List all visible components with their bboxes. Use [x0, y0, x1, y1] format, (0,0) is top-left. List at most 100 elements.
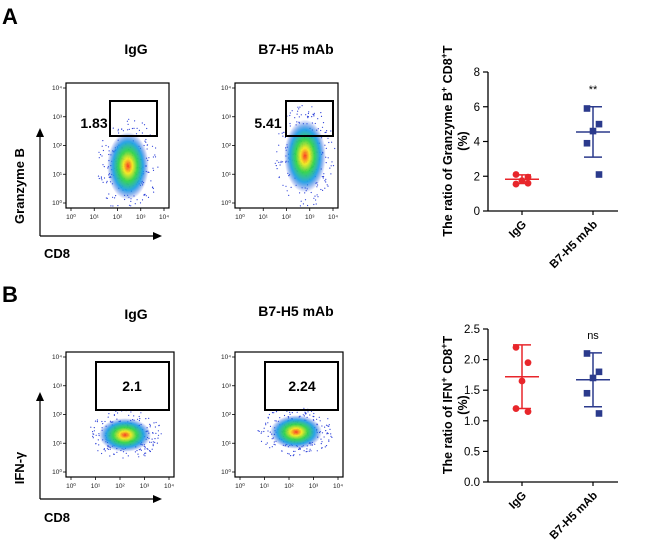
x-tick-label: 10⁰: [66, 482, 76, 490]
flow-plot-a-b7h5: B7-H5 mAb 5.41 10⁰ 10⁰ 10¹ 10¹ 10² 10² 10³ 10³ 1…: [221, 41, 338, 221]
y-tick-label: 10⁴: [221, 85, 231, 92]
y-tick-label: 0: [474, 206, 480, 218]
x-tick-label: 10³: [136, 214, 146, 221]
y-marker-label: IFN-γ: [12, 451, 27, 484]
x-tick-label: 10³: [305, 214, 315, 221]
y-tick-label: 10³: [53, 114, 63, 121]
y-tick-label: 10³: [222, 114, 232, 121]
y-axis-title: The ratio of Granzyme B+ CD8+T: [439, 45, 455, 237]
flow-plot-title: B7-H5 mAb: [258, 41, 333, 57]
data-point: [596, 369, 603, 376]
x-marker-label: CD8: [44, 246, 70, 261]
y-tick-label: 10²: [222, 412, 232, 419]
x-tick-label: 10⁰: [66, 213, 76, 221]
x-tick-label: 10⁰: [235, 213, 245, 221]
y-tick-label: 0.0: [464, 477, 480, 489]
gate-value: 2.24: [288, 378, 315, 394]
x-tick-label: IgG: [507, 490, 529, 512]
data-point: [590, 128, 597, 135]
data-point: [519, 378, 526, 385]
data-point: [519, 177, 526, 184]
y-tick-label: 10¹: [222, 440, 232, 447]
y-tick-label: 10³: [53, 383, 63, 390]
y-tick-label: 1.0: [464, 416, 480, 428]
x-tick-label: 10⁴: [159, 214, 169, 221]
x-tick-label: 10¹: [91, 483, 101, 490]
flow-plot-a-igg: IgG 1.83 10⁰10⁰10¹10¹10²10²10³10³10⁴10⁴: [52, 41, 169, 221]
y-marker-label: Granzyme B: [12, 148, 27, 224]
y-tick-label: 2: [474, 171, 480, 183]
y-tick-label: 2.5: [464, 324, 480, 336]
y-tick-label: 10⁴: [221, 354, 231, 361]
x-tick-label: 10³: [309, 483, 319, 490]
y-axis-title: The ratio of IFN+ CD8+T: [439, 335, 455, 474]
x-tick-label: 10⁴: [333, 483, 343, 490]
data-point: [596, 121, 603, 128]
data-point: [525, 359, 532, 366]
data-point: [525, 408, 532, 415]
data-point: [584, 350, 591, 357]
gate-value: 1.83: [80, 115, 107, 131]
x-tick-label: B7-H5 mAb: [548, 219, 600, 271]
x-tick-label: 10⁰: [235, 482, 245, 490]
y-tick-label: 4: [474, 137, 481, 149]
x-tick-label: B7-H5 mAb: [548, 490, 600, 542]
y-tick-label: 10⁰: [52, 199, 62, 207]
y-tick-label: 10⁴: [52, 354, 62, 361]
gate-value: 5.41: [254, 115, 281, 131]
data-point: [596, 171, 603, 178]
data-point: [584, 140, 591, 147]
x-tick-label: 10²: [113, 214, 123, 221]
x-tick-label: 10¹: [260, 483, 270, 490]
y-tick-label: 2.0: [464, 355, 480, 367]
significance-label: **: [589, 84, 598, 96]
y-tick-label: 10⁴: [52, 85, 62, 92]
flow-plot-b-igg: IgG 2.1 10⁰ 10⁰ 10¹ 10¹ 10² 10² 10³ 10³ 10⁴ 10⁴: [52, 306, 174, 490]
flow-plot-title: B7-H5 mAb: [258, 303, 333, 319]
y-tick-label: 10¹: [53, 171, 63, 178]
data-point: [584, 390, 591, 397]
significance-label: ns: [587, 330, 599, 342]
y-tick-label: 10⁰: [52, 468, 62, 476]
data-point: [513, 171, 520, 178]
y-tick-label: 6: [474, 102, 480, 114]
y-tick-label: 10²: [53, 412, 63, 419]
data-point: [513, 344, 520, 351]
gate-value: 2.1: [122, 378, 142, 394]
figure: A B IgG 1.83 10⁰ 10⁰ 10¹ 10¹ 10² 10² 10³ 10³ 10⁴…: [0, 0, 655, 554]
y-tick-label: 10⁰: [221, 199, 231, 207]
data-point: [584, 105, 591, 112]
x-tick-label: 10²: [115, 483, 125, 490]
dot-plot-ifn: The ratio of IFN+ CD8+T (%) 0.0 0.5 1.0 1.5…: [439, 324, 618, 542]
y-tick-label: 10²: [222, 143, 232, 150]
data-point: [590, 375, 597, 382]
x-tick-label: 10²: [284, 483, 294, 490]
data-point: [525, 180, 532, 187]
flow-plot-b-b7h5: B7-H5 mAb 2.24 10⁰ 10⁰ 10¹ 10¹ 10² 10² 10³ 10³ 1…: [221, 303, 343, 490]
x-tick-label: IgG: [507, 219, 529, 241]
flow-plot-title: IgG: [124, 41, 147, 57]
y-tick-label: 8: [474, 67, 480, 79]
y-tick-label: 10¹: [53, 440, 63, 447]
x-tick-label: 10²: [282, 214, 292, 221]
y-tick-label: 1.5: [464, 385, 480, 397]
y-tick-label: 10³: [222, 383, 232, 390]
x-tick-label: 10⁴: [328, 214, 338, 221]
x-tick-label: 10¹: [259, 214, 269, 221]
x-tick-label: 10³: [140, 483, 150, 490]
data-point: [596, 410, 603, 417]
flow-plot-title: IgG: [124, 306, 147, 322]
x-tick-label: 10⁴: [164, 483, 174, 490]
y-axis-title-units: (%): [456, 395, 470, 414]
flow-plot-frame: [235, 352, 343, 477]
y-tick-label: 10⁰: [221, 468, 231, 476]
panel-label-b: B: [2, 282, 18, 307]
dot-plot-granzyme: The ratio of Granzyme B+ CD8+T (%) 0 2 4 6 8…: [439, 45, 618, 271]
panel-label-a: A: [2, 4, 18, 29]
flow-plot-frame: [66, 352, 174, 477]
y-tick-label: 10¹: [222, 171, 232, 178]
y-tick-label: 10²: [53, 143, 63, 150]
y-tick-label: 0.5: [464, 446, 480, 458]
y-axis-title-units: (%): [456, 131, 470, 150]
data-point: [525, 174, 532, 181]
